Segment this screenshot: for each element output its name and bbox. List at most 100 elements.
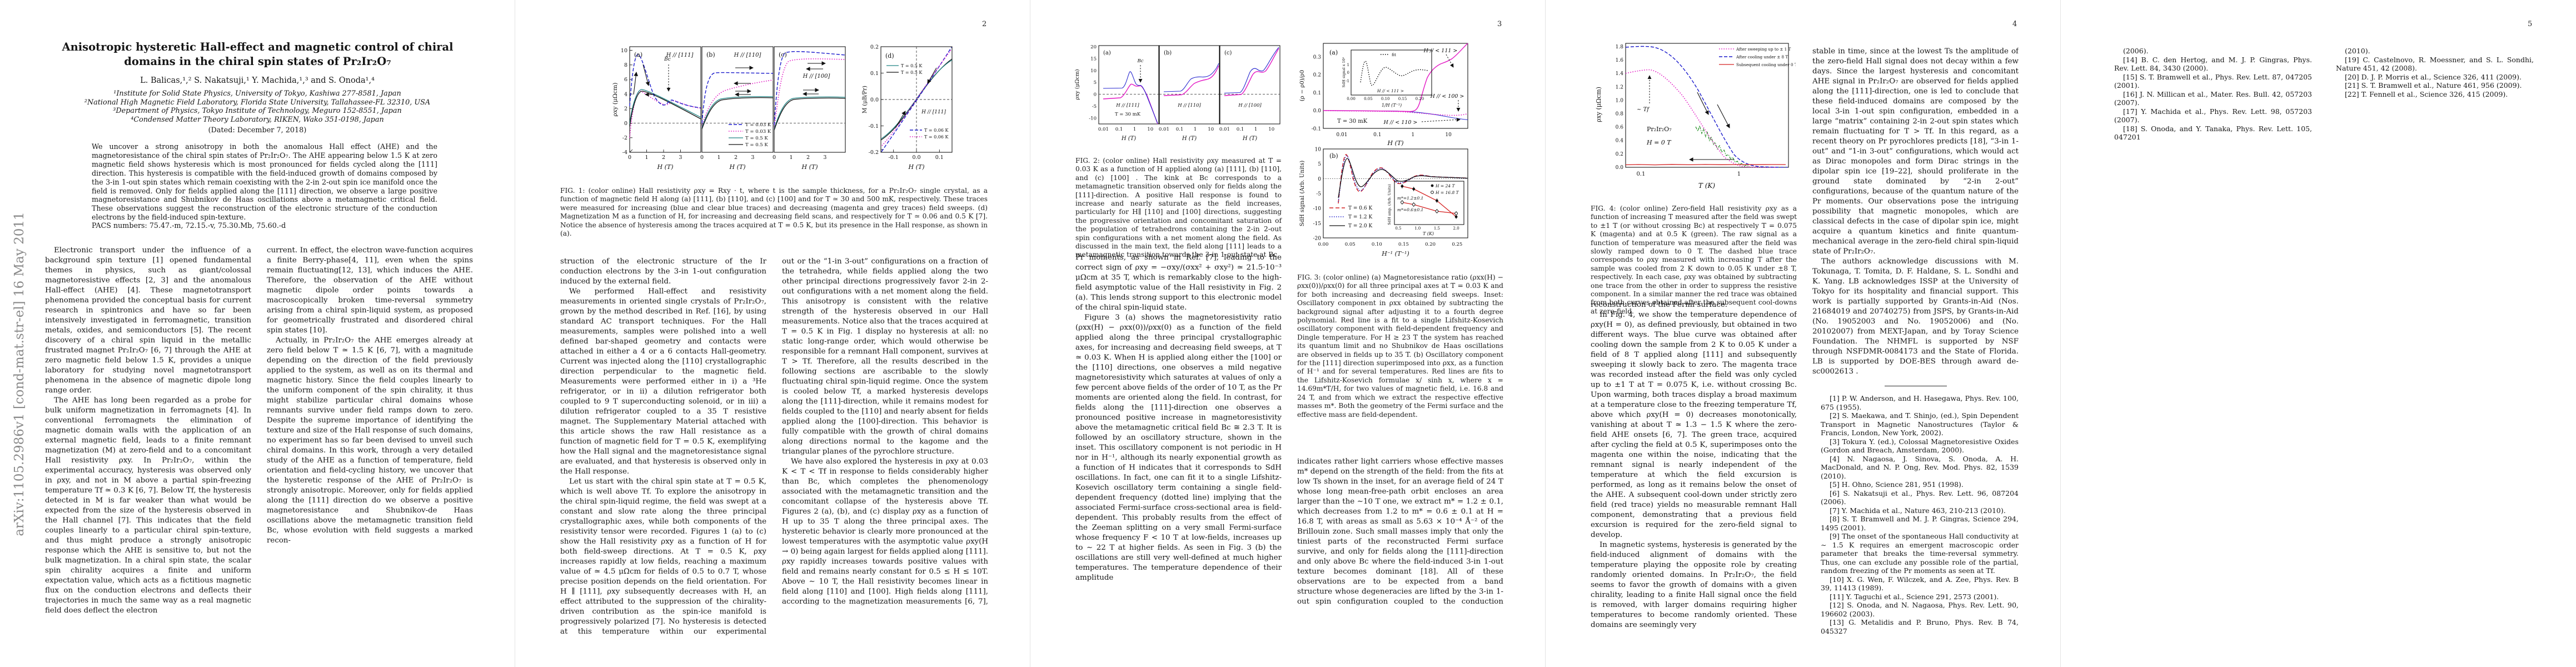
axis-label: H (T) [729, 163, 745, 171]
page1-column-left: Electronic transport under the influence… [45, 246, 251, 646]
fig2-b-label: H // [110] [1177, 103, 1201, 108]
fig2-xtick-labels: 0.01 0.1 1 10 0.01 0.1 1 10 0.01 0.1 1 10 [1098, 127, 1274, 132]
fig1-d-ticks [881, 46, 940, 152]
fig4-x-axis-label: T (K) [1698, 182, 1715, 190]
tick: 4 [624, 92, 627, 98]
fig2-a-tag: (a) [1103, 50, 1111, 56]
tick: 6 [624, 77, 627, 83]
fig4-tf-label: ~ Tf [1637, 107, 1650, 113]
tick: -10 [1089, 116, 1097, 121]
paragraph: Pr moments, as shown in Ref. [7], leadin… [1075, 253, 1282, 312]
tick: 3 [679, 155, 682, 161]
tick: 0.20 [1425, 242, 1436, 247]
reference: [15] S. T. Bramwell et al., Phys. Rev. L… [2114, 72, 2312, 90]
fig1-bc-label: Bc [664, 57, 671, 62]
figure-4: ~ Tf Pr₂Ir₂O₇ H = 0 T After sweeping up … [1588, 38, 1797, 202]
tick: 10 [621, 48, 627, 54]
tick: 0 [773, 155, 776, 161]
tick: 0.01 [1159, 127, 1169, 132]
tick: 2 [624, 106, 627, 112]
inset-m1: m*=1.2±0.1 [1397, 196, 1423, 201]
fig2-b-tag: (b) [1164, 50, 1172, 56]
tick: 1.0 [1616, 98, 1624, 103]
tick: -0.1 [889, 155, 899, 161]
affiliation-4: ⁴Condensed Matter Theory Laboratory, RIK… [131, 115, 384, 124]
reference-continuation: (2010). [2345, 47, 2370, 55]
fig1-panel-c: (c) H // [100] [774, 46, 846, 153]
legend-entry: T = 0.03 K [745, 122, 771, 128]
page4-column-left: reconstruction of the Fermi surface. In … [1591, 300, 1797, 661]
tick: 5 [1094, 80, 1097, 86]
tick: 0.1 [1115, 127, 1123, 132]
axis-label: H (T) [1242, 136, 1257, 142]
fig2-bc-label: Bc [1137, 58, 1143, 64]
abstract: We uncover a strong anisotropy in both t… [92, 142, 437, 222]
fig4-ytick-labels: 1.8 1.6 1.4 1.2 1.0 0.8 0.6 0.4 0.2 0.0 [1616, 44, 1624, 171]
fig1-d-ytick-labels: 0.2 0.1 0.0 -0.1 -0.2 [869, 44, 879, 156]
legend-entry: T = 0.5 K [745, 136, 768, 141]
tick: 0.1 [1313, 91, 1321, 96]
tick: 1.8 [1616, 44, 1624, 50]
tick: 2 [662, 155, 665, 161]
tick: 0 [700, 155, 704, 161]
tick: 0.1 [1636, 171, 1645, 177]
figure-4-caption: FIG. 4: (color online) Zero-field Hall r… [1591, 205, 1797, 315]
figure-1: (a) H // [111] Bc 10 8 6 4 2 0 -2 -4 ρxy… [610, 43, 954, 179]
tick: 0.00 [1318, 242, 1329, 247]
paragraph: indicates rather light carriers whose ef… [1297, 457, 1503, 606]
fig3-b-inset-x-label: T (K) [1423, 231, 1434, 236]
affiliation-2: ²National High Magnetic Field Laboratory… [84, 98, 431, 107]
inset-legend-168: H = 16.8 T [1435, 190, 1459, 195]
inset-m2: m*=0.6±0.1 [1397, 207, 1423, 212]
tick: 5 [1318, 162, 1321, 167]
fig1-panel-b: (b) H // [110] T = 0.03 K T = 0.03 K T =… [701, 46, 774, 153]
tick: -2 [622, 135, 627, 141]
fig3-a-x-axis-label: H (T) [1387, 140, 1403, 147]
reference: [7] Y. Machida et al., Nature 463, 210-2… [1830, 506, 2006, 515]
fig3-inset-label: H // < 111 > [1377, 88, 1404, 93]
tick: 0.0 [870, 97, 879, 103]
page3-column-left: Pr moments, as shown in Ref. [7], leadin… [1075, 253, 1282, 605]
paragraph: We performed Hall-effect and resistivity… [560, 287, 766, 476]
fig1-c-tag: (c) [779, 51, 787, 58]
fig1-panel-d: (d) T = 0.5 K T = 0.5 K H // [111] T = 0… [862, 44, 953, 161]
fig1-a-ticks [629, 50, 681, 153]
tick: 0.0 [1313, 108, 1322, 114]
tick: -4 [622, 150, 627, 156]
axis-label: H (T) [801, 163, 818, 171]
page-number: 2 [982, 20, 987, 28]
fig3-b-x-axis-label: H⁻¹ (T⁻¹) [1381, 250, 1409, 257]
tick: -0.2 [869, 150, 879, 156]
fig2-y-axis-label: ρxy (μΩcm) [1074, 69, 1080, 99]
legend-entry: T = 0.03 K [745, 129, 771, 135]
reference: [4] N. Nagaosa, J. Sinova, S. Onoda, A. … [1821, 454, 2019, 480]
legend-entry: Subsequent cooling under 0 T [1736, 62, 1796, 67]
reference: [22] T. Fennell et al., Science 326, 415… [2345, 89, 2508, 98]
reference: [20] D. J. P. Morris et al., Science 326… [2345, 72, 2522, 81]
legend-entry: T = 0.6 K [1348, 206, 1372, 211]
tick: 0.01 [1336, 132, 1347, 138]
fig3-b-legend: T = 0.6 K T = 1.2 K T = 2.0 K [1329, 206, 1372, 229]
affiliation-3: ³Department of Physics, Tokyo Institute … [113, 107, 402, 115]
reference: [19] C. Castelnovo, R. Moessner, and S. … [2336, 55, 2534, 73]
tick: 0.05 [1364, 97, 1373, 101]
legend-entry: T = 2.0 K [1348, 223, 1372, 229]
fig4-compound-label: Pr₂Ir₂O₇ [1647, 126, 1672, 133]
fig1-legend: T = 0.03 K T = 0.03 K T = 0.5 K T = 0.5 … [729, 122, 771, 148]
reference: [14] B. C. den Hertog, and M. J. P. Ging… [2114, 55, 2312, 73]
arxiv-stamp: arXiv:1105.2986v1 [cond-mat.str-el] 16 M… [12, 212, 27, 536]
tick: 3 [823, 155, 826, 161]
reference: [6] S. Nakatsuji et al., Phys. Rev. Lett… [1821, 489, 2019, 506]
paper-title: Anisotropic hysteretic Hall-effect and m… [62, 41, 454, 68]
fig1-d-legend-05: T = 0.5 K T = 0.5 K [886, 63, 923, 75]
figure-3-caption: FIG. 3: (color online) (a) Magnetoresist… [1297, 273, 1503, 419]
fig3-panel-a: (a) T = 30 mK H // < 111 > H // < 100 > … [1299, 43, 1468, 147]
paragraph: out or the “1-in 3-out” configurations o… [782, 257, 988, 456]
fig1-b-tag: (b) [706, 51, 715, 58]
fig1-d-xtick-labels: -0.1 0.0 0.1 [889, 155, 944, 161]
tick: 0.4 [1616, 138, 1624, 144]
figure-1-plot: (a) H // [111] Bc 10 8 6 4 2 0 -2 -4 ρxy… [612, 44, 953, 171]
fig3-a-temp: T = 30 mK [1337, 118, 1368, 125]
fig2-panel-c: (c) H // [100] [1219, 45, 1280, 125]
